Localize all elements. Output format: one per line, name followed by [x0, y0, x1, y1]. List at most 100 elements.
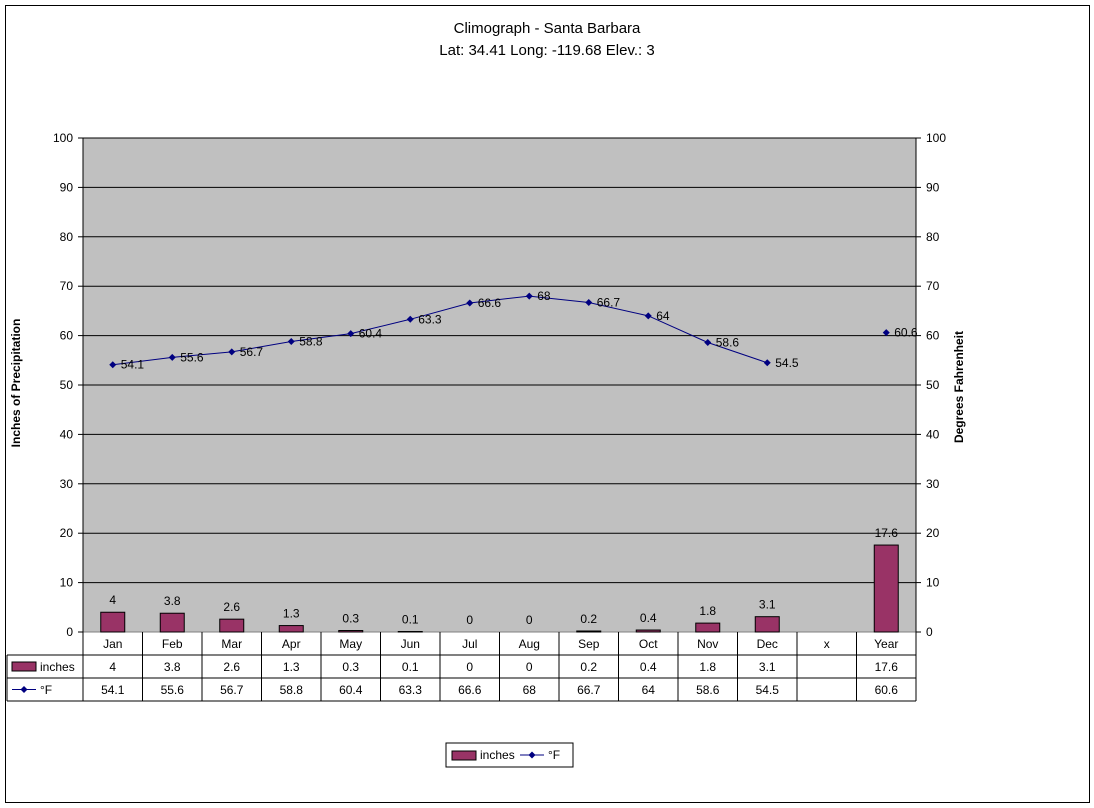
table-cell: 58.8 [280, 683, 304, 697]
point-value-label: 60.6 [894, 326, 918, 340]
y2-tick-label: 90 [926, 180, 940, 194]
y-tick-label: 10 [60, 576, 74, 590]
table-cell: 1.8 [699, 660, 716, 674]
point-value-label: 68 [537, 289, 551, 303]
y2-tick-label: 30 [926, 477, 940, 491]
x-tick-label: Apr [282, 637, 301, 651]
bar-Feb [159, 612, 185, 633]
point-Sep [585, 299, 593, 307]
table-cell: 54.5 [756, 683, 780, 697]
y-tick-label: 70 [60, 279, 74, 293]
bar-Apr [278, 625, 304, 633]
y2-tick-label: 40 [926, 427, 940, 441]
table-cell: 60.6 [875, 683, 899, 697]
point-Dec [763, 359, 771, 367]
x-tick-label: Feb [162, 637, 183, 651]
point-Apr [287, 338, 295, 346]
bar-Oct [635, 629, 661, 633]
bar-value-label: 0.1 [402, 613, 419, 627]
point-Jun [406, 315, 414, 323]
table-cell: 66.7 [577, 683, 601, 697]
y-tick-label: 90 [60, 180, 74, 194]
point-value-label: 64 [656, 309, 670, 323]
x-tick-label: Oct [639, 637, 658, 651]
y2-axis-title: Degrees Fahrenheit [952, 331, 966, 443]
y2-tick-label: 0 [926, 625, 933, 639]
y-axis-title: Inches of Precipitation [9, 319, 23, 448]
point-Jan [109, 361, 117, 369]
point-value-label: 66.7 [597, 296, 621, 310]
table-cell: 17.6 [875, 660, 899, 674]
y-tick-label: 50 [60, 378, 74, 392]
table-cell: 54.1 [101, 683, 125, 697]
y2-tick-label: 60 [926, 329, 940, 343]
bar-value-label: 1.3 [283, 607, 300, 621]
bar-value-label: 1.8 [699, 604, 716, 618]
table-cell: 55.6 [161, 683, 185, 697]
x-tick-label: Nov [697, 637, 718, 651]
bar-value-label: 0 [526, 613, 533, 627]
y2-tick-label: 10 [926, 576, 940, 590]
table-cell: 66.6 [458, 683, 482, 697]
point-value-label: 56.7 [240, 345, 264, 359]
table-series-name: inches [40, 660, 75, 674]
table-cell: 56.7 [220, 683, 244, 697]
point-value-label: 58.8 [299, 335, 323, 349]
table-key-inches [11, 661, 37, 672]
table-cell: 64 [642, 683, 656, 697]
point-May [347, 330, 355, 338]
table-cell: 3.8 [164, 660, 181, 674]
y2-tick-label: 70 [926, 279, 940, 293]
point-Jul [466, 299, 474, 307]
table-cell: 0 [526, 660, 533, 674]
temperature-line [112, 295, 768, 366]
table-cell: 0.3 [342, 660, 359, 674]
x-tick-label: Sep [578, 637, 600, 651]
legend-key-temp-marker [528, 751, 536, 759]
point-Oct [644, 312, 652, 320]
bar-May [338, 630, 364, 633]
bar-value-label: 3.8 [164, 594, 181, 608]
y2-tick-label: 100 [926, 131, 946, 145]
legend-label-inches: inches [480, 748, 515, 762]
bar-Year [873, 544, 899, 633]
x-tick-label: Jul [462, 637, 477, 651]
x-tick-label: x [824, 637, 830, 651]
bar-value-label: 0 [466, 613, 473, 627]
bar-value-label: 2.6 [223, 600, 240, 614]
table-cell: 0 [466, 660, 473, 674]
table-cell: 4 [109, 660, 116, 674]
x-tick-label: Jan [103, 637, 122, 651]
chart-title: Climograph - Santa Barbara [453, 20, 641, 37]
y2-tick-label: 50 [926, 378, 940, 392]
bar-Nov [695, 622, 721, 633]
point-Year [882, 329, 890, 337]
table-cell: 3.1 [759, 660, 776, 674]
bar-value-label: 3.1 [759, 598, 776, 612]
y2-tick-label: 20 [926, 526, 940, 540]
bar-value-label: 0.2 [580, 612, 597, 626]
point-Aug [525, 292, 533, 300]
x-tick-label: Mar [221, 637, 242, 651]
table-series-name: °F [40, 683, 52, 697]
table-cell: 0.2 [580, 660, 597, 674]
y-tick-label: 30 [60, 477, 74, 491]
bar-value-label: 0.4 [640, 611, 657, 625]
bar-value-label: 0.3 [342, 612, 359, 626]
table-cell: 0.1 [402, 660, 419, 674]
y-tick-label: 40 [60, 427, 74, 441]
y-tick-label: 100 [53, 131, 73, 145]
y-tick-label: 20 [60, 526, 74, 540]
table-cell: 1.3 [283, 660, 300, 674]
bar-Dec [754, 616, 780, 633]
table-cell: 63.3 [399, 683, 423, 697]
chart-subtitle: Lat: 34.41 Long: -119.68 Elev.: 3 [439, 42, 655, 59]
point-Nov [704, 339, 712, 347]
table-cell: 0.4 [640, 660, 657, 674]
x-tick-label: Aug [519, 637, 540, 651]
x-tick-label: Jun [401, 637, 420, 651]
bar-Mar [219, 618, 245, 633]
point-value-label: 55.6 [180, 350, 204, 364]
y2-tick-label: 80 [926, 230, 940, 244]
